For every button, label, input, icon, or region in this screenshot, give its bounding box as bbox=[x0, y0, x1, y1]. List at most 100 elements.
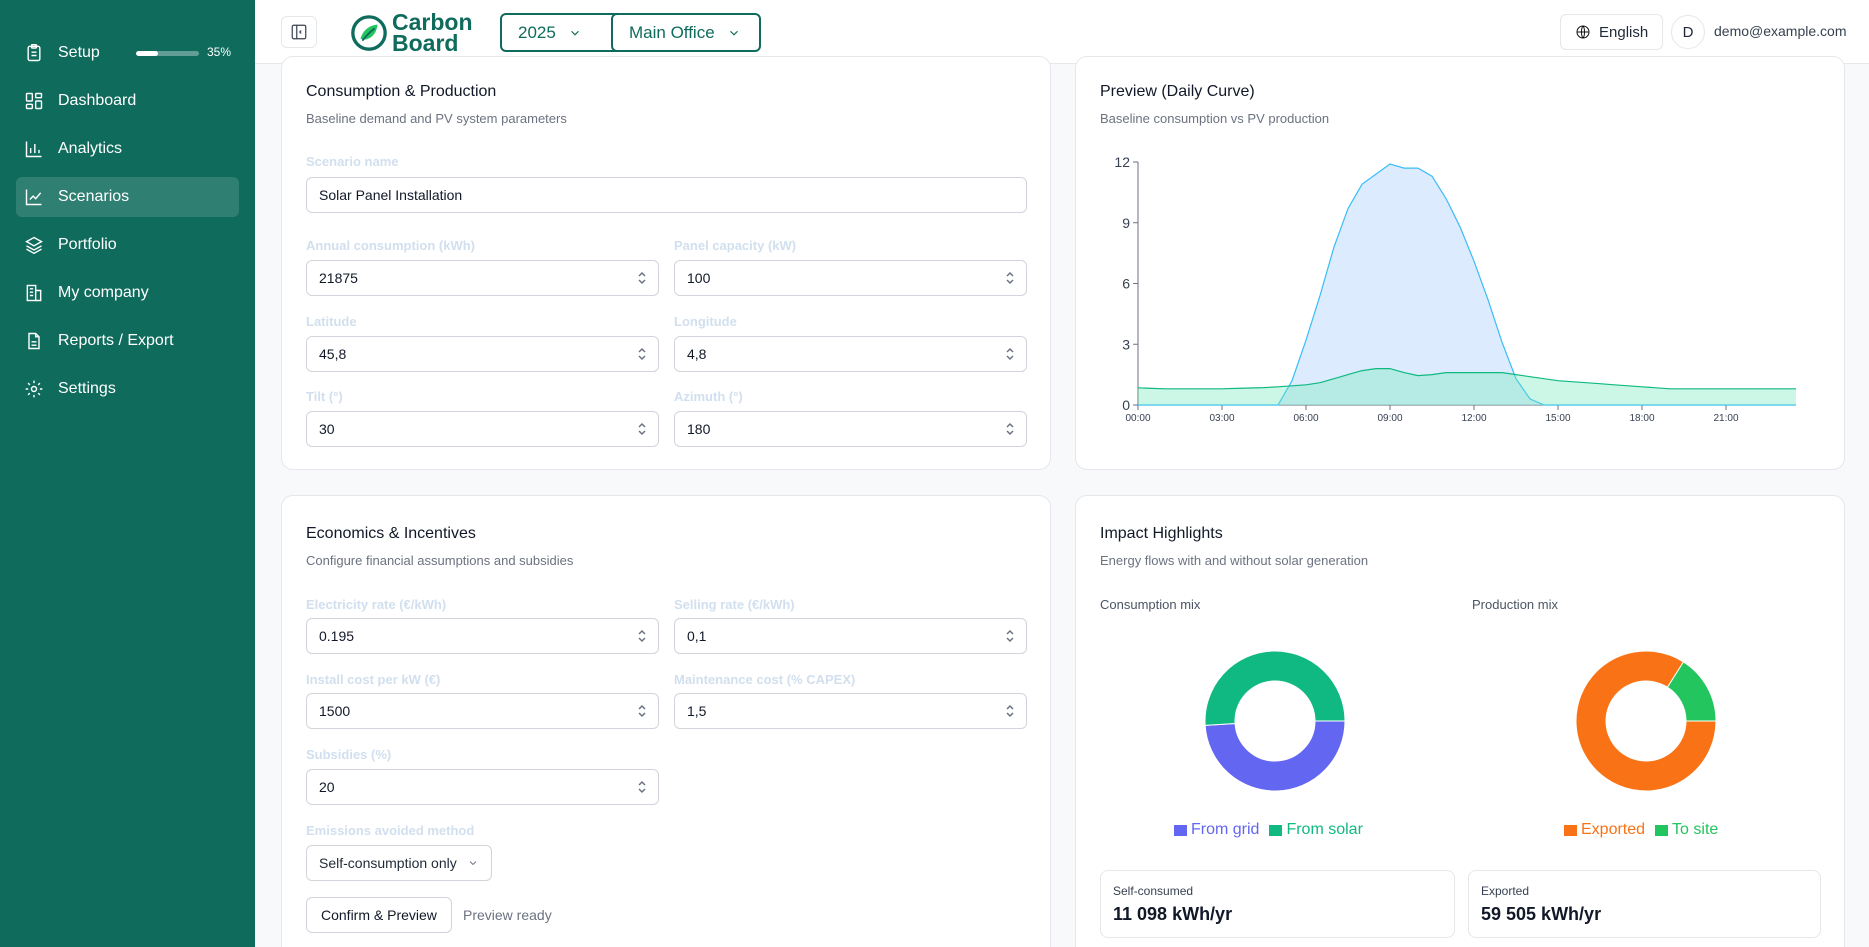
sidebar-item-label: Dashboard bbox=[58, 92, 137, 109]
leaf-logo-icon bbox=[351, 15, 387, 51]
input-value: 30 bbox=[319, 421, 335, 437]
spinner-icon[interactable] bbox=[636, 628, 648, 644]
logo-text-line2: Board bbox=[392, 30, 459, 56]
sidebar-item-settings[interactable]: Settings bbox=[16, 369, 239, 409]
series-line-1 bbox=[1137, 368, 1796, 390]
spinner-icon[interactable] bbox=[1004, 703, 1016, 719]
setup-progress-bar bbox=[136, 51, 199, 56]
panel-capacity-input[interactable]: 100 bbox=[674, 260, 1027, 296]
sidebar-item-reports[interactable]: Reports / Export bbox=[16, 321, 239, 361]
confirm-preview-button[interactable]: Confirm & Preview bbox=[306, 897, 452, 933]
layers-icon bbox=[25, 236, 43, 255]
site-select-value: Main Office bbox=[629, 22, 715, 42]
line-chart-icon bbox=[25, 189, 42, 206]
sidebar-item-label: My company bbox=[58, 284, 149, 301]
stat-label: Exported bbox=[1481, 884, 1530, 898]
card-subtitle: Configure financial assumptions and subs… bbox=[306, 553, 574, 568]
legend-from-solar: From solar bbox=[1286, 821, 1363, 838]
x-tick-label: 18:00 bbox=[1629, 413, 1654, 424]
spinner-icon[interactable] bbox=[1004, 346, 1016, 362]
selling-rate-label: Selling rate (€/kWh) bbox=[674, 597, 795, 612]
annual-consumption-input[interactable]: 21875 bbox=[306, 260, 659, 296]
azimuth-input[interactable]: 180 bbox=[674, 411, 1027, 447]
panel-capacity-label: Panel capacity (kW) bbox=[674, 238, 797, 253]
electricity-rate-input[interactable]: 0.195 bbox=[306, 618, 659, 654]
spinner-icon[interactable] bbox=[636, 703, 648, 719]
input-value: 45,8 bbox=[319, 346, 347, 362]
card-title: Consumption & Production bbox=[306, 83, 497, 100]
latitude-label: Latitude bbox=[306, 314, 357, 329]
logo-text-line1: Carbon bbox=[392, 9, 473, 35]
year-select-value: 2025 bbox=[518, 22, 556, 42]
spinner-icon[interactable] bbox=[636, 346, 648, 362]
dashboard-icon bbox=[25, 92, 43, 110]
tilt-input[interactable]: 30 bbox=[306, 411, 659, 447]
sidebar-item-analytics[interactable]: Analytics bbox=[16, 129, 239, 169]
exported-stat: Exported 59 505 kWh/yr bbox=[1468, 870, 1821, 938]
emissions-method-label: Emissions avoided method bbox=[306, 823, 475, 838]
site-select[interactable]: Main Office bbox=[611, 13, 761, 52]
maintenance-cost-input[interactable]: 1,5 bbox=[674, 693, 1027, 729]
sidebar-toggle-button[interactable] bbox=[281, 16, 317, 48]
setup-progress-fill bbox=[136, 51, 159, 56]
y-tick-label: 9 bbox=[1122, 215, 1130, 231]
year-select[interactable]: 2025 bbox=[500, 13, 628, 52]
scenario-name-input[interactable]: Solar Panel Installation bbox=[306, 177, 1027, 213]
sidebar-item-label: Scenarios bbox=[58, 188, 130, 205]
clipboard-icon bbox=[27, 43, 41, 62]
spinner-icon[interactable] bbox=[636, 421, 648, 437]
sidebar-item-portfolio[interactable]: Portfolio bbox=[16, 225, 239, 265]
latitude-input[interactable]: 45,8 bbox=[306, 336, 659, 372]
consumption-mix-label: Consumption mix bbox=[1100, 597, 1201, 612]
install-cost-input[interactable]: 1500 bbox=[306, 693, 659, 729]
sidebar-item-scenarios[interactable]: Scenarios bbox=[16, 177, 239, 217]
production-mix-label: Production mix bbox=[1472, 597, 1558, 612]
input-value: Solar Panel Installation bbox=[319, 187, 463, 203]
impact-card: Impact Highlights Energy flows with and … bbox=[1075, 495, 1845, 947]
sidebar-item-my-company[interactable]: My company bbox=[16, 273, 239, 313]
sidebar-item-label: Setup bbox=[58, 44, 100, 61]
legend-from-grid: From grid bbox=[1191, 821, 1260, 838]
language-button[interactable]: English bbox=[1560, 14, 1664, 50]
spinner-icon[interactable] bbox=[1004, 628, 1016, 644]
maintenance-cost-label: Maintenance cost (% CAPEX) bbox=[674, 672, 856, 687]
avatar[interactable]: D bbox=[1671, 15, 1705, 49]
user-email[interactable]: demo@example.com bbox=[1714, 23, 1847, 39]
production-mix-donut bbox=[1576, 651, 1716, 791]
input-value: 180 bbox=[687, 421, 711, 437]
stat-value: 59 505 kWh/yr bbox=[1481, 904, 1602, 924]
annual-consumption-label: Annual consumption (kWh) bbox=[306, 238, 475, 253]
spinner-icon[interactable] bbox=[1004, 270, 1016, 286]
selling-rate-input[interactable]: 0,1 bbox=[674, 618, 1027, 654]
x-tick-label: 03:00 bbox=[1209, 413, 1234, 424]
install-cost-label: Install cost per kW (€) bbox=[306, 672, 441, 687]
building-icon bbox=[26, 284, 42, 302]
y-tick-label: 12 bbox=[1114, 154, 1130, 170]
preview-card: Preview (Daily Curve) Baseline consumpti… bbox=[1075, 56, 1845, 470]
x-tick-label: 21:00 bbox=[1713, 413, 1738, 424]
subsidies-input[interactable]: 20 bbox=[306, 769, 659, 805]
file-text-icon bbox=[28, 332, 40, 350]
input-value: 1,5 bbox=[687, 703, 707, 719]
chevron-down-icon bbox=[469, 861, 477, 866]
economics-card: Economics & Incentives Configure financi… bbox=[281, 495, 1051, 947]
spinner-icon[interactable] bbox=[1004, 421, 1016, 437]
select-value: Self-consumption only bbox=[319, 855, 457, 871]
emissions-method-select[interactable]: Self-consumption only bbox=[306, 845, 492, 881]
spinner-icon[interactable] bbox=[636, 270, 648, 286]
sidebar-item-dashboard[interactable]: Dashboard bbox=[16, 81, 239, 121]
self-consumed-stat: Self-consumed 11 098 kWh/yr bbox=[1100, 870, 1455, 938]
chevron-down-icon bbox=[729, 30, 738, 36]
x-tick-label: 09:00 bbox=[1377, 413, 1402, 424]
consumption-mix-legend: From grid From solar bbox=[1174, 821, 1363, 839]
y-tick-label: 3 bbox=[1122, 336, 1130, 352]
input-value: 4,8 bbox=[687, 346, 707, 362]
logo[interactable]: Carbon Board bbox=[350, 9, 473, 56]
card-subtitle: Baseline consumption vs PV production bbox=[1100, 111, 1330, 126]
longitude-input[interactable]: 4,8 bbox=[674, 336, 1027, 372]
spinner-icon[interactable] bbox=[636, 779, 648, 795]
tilt-label: Tilt (°) bbox=[306, 389, 343, 404]
sidebar-item-label: Settings bbox=[58, 380, 116, 397]
sidebar-item-label: Portfolio bbox=[58, 236, 117, 253]
sidebar-item-setup[interactable]: Setup bbox=[16, 33, 239, 73]
